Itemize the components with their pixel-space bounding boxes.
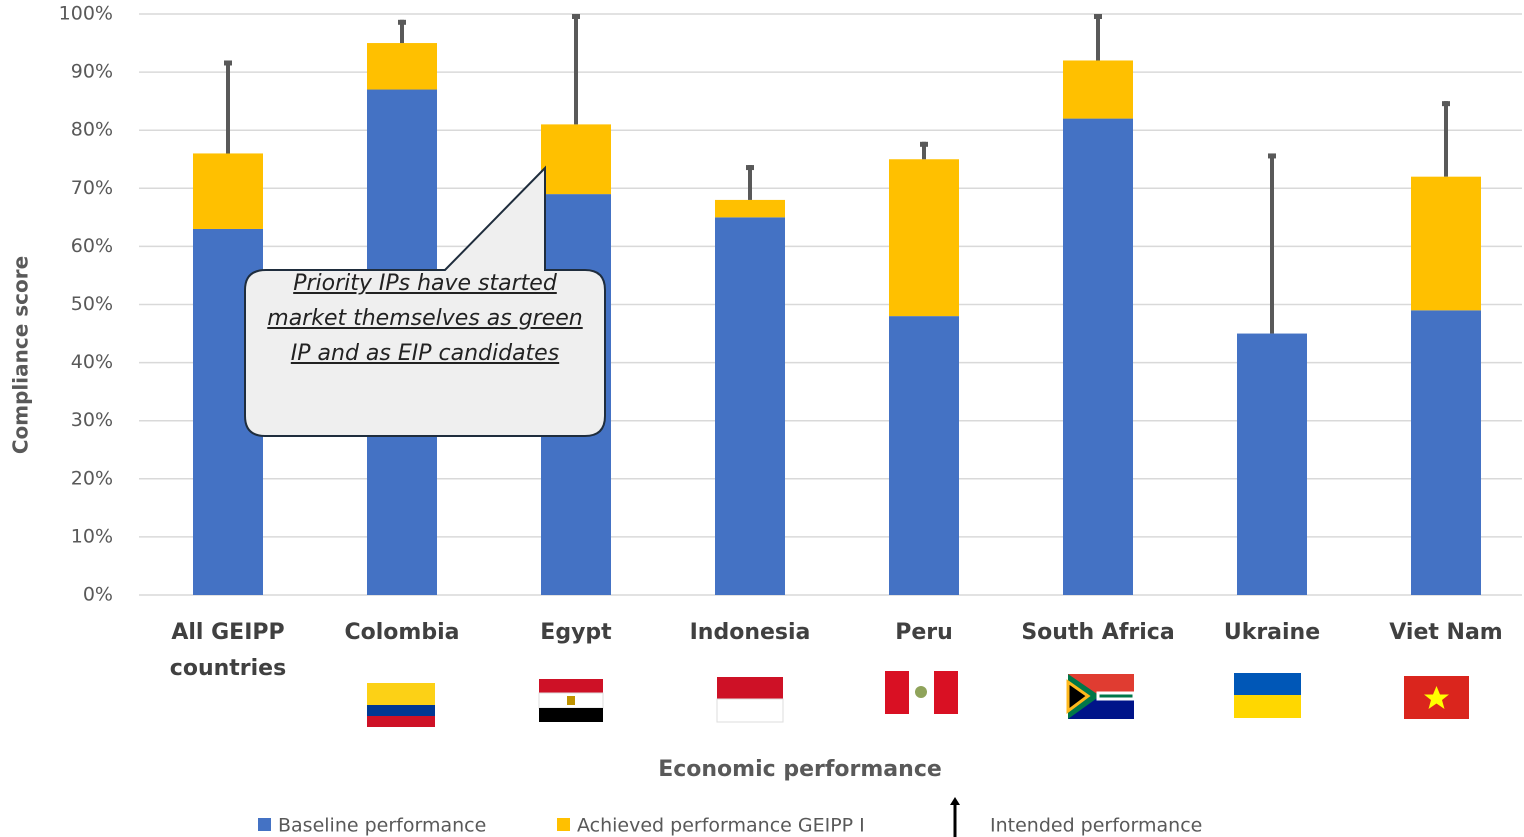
legend-label: Achieved performance GEIPP I xyxy=(577,815,865,837)
error-cap xyxy=(224,60,232,66)
bar-segment xyxy=(889,316,959,595)
bar-segment xyxy=(715,217,785,595)
y-tick-label: 80% xyxy=(71,119,113,141)
bar-segment xyxy=(715,199,785,218)
x-tick-label: South Africa xyxy=(1021,620,1175,645)
x-tick-label: Peru xyxy=(895,620,953,645)
legend-swatch xyxy=(557,818,570,831)
y-tick-label: 60% xyxy=(71,235,113,257)
bar-segment xyxy=(1411,310,1481,595)
x-axis-label: Economic performance xyxy=(658,757,942,782)
x-tick-label: Viet Nam xyxy=(1389,620,1503,645)
error-cap xyxy=(746,165,754,171)
y-axis-label: Compliance score xyxy=(9,256,33,454)
bar-segment xyxy=(1411,176,1481,311)
x-tick-label: All GEIPP countries xyxy=(169,620,287,681)
legend-label: Baseline performance xyxy=(278,815,486,837)
bar-segment xyxy=(193,153,263,229)
y-tick-label: 30% xyxy=(71,409,113,431)
bar-segment xyxy=(367,43,437,90)
error-cap xyxy=(1268,153,1276,159)
y-tick-label: 100% xyxy=(59,3,113,25)
bar-segment xyxy=(1063,60,1133,119)
bar-segment xyxy=(1063,118,1133,595)
bar-segment xyxy=(889,159,959,317)
annotation: Priority IPs have started market themsel… xyxy=(267,271,583,366)
y-tick-label: 0% xyxy=(83,584,113,606)
error-cap xyxy=(920,141,928,147)
y-tick-label: 90% xyxy=(71,61,113,83)
bar-segment xyxy=(541,124,611,195)
x-tick-label: Colombia xyxy=(344,620,460,645)
x-tick-label: Indonesia xyxy=(689,620,811,645)
bar-segment xyxy=(1237,333,1307,595)
x-tick-label: Ukraine xyxy=(1223,620,1321,645)
x-tick-label: Egypt xyxy=(540,620,612,645)
error-cap xyxy=(398,19,406,25)
y-tick-label: 50% xyxy=(71,293,113,315)
legend-swatch xyxy=(950,797,960,805)
error-cap xyxy=(1442,101,1450,107)
flags xyxy=(367,671,1469,727)
y-tick-label: 70% xyxy=(71,177,113,199)
legend-swatch xyxy=(258,818,271,831)
legend-label: Intended performance xyxy=(990,815,1202,837)
y-tick-label: 20% xyxy=(71,467,113,489)
error-cap xyxy=(1094,14,1102,19)
error-cap xyxy=(572,14,580,19)
y-tick-label: 10% xyxy=(71,525,113,547)
y-tick-label: 40% xyxy=(71,351,113,373)
callout xyxy=(244,165,606,437)
